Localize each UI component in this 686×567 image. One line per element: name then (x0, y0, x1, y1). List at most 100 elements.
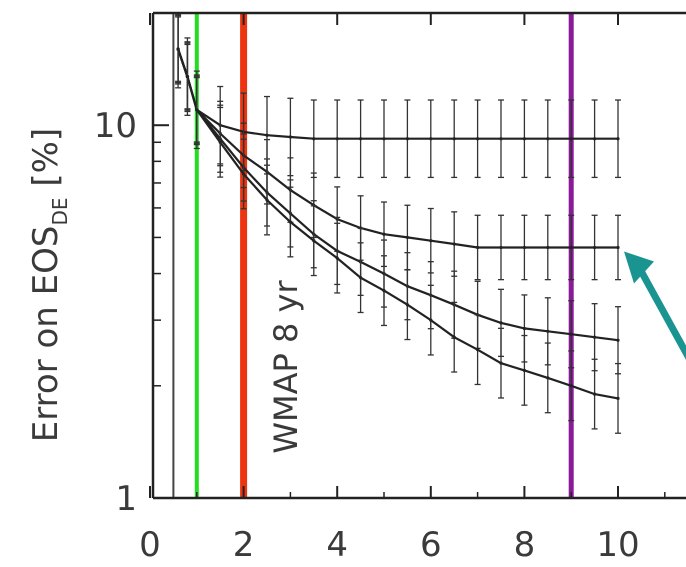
error-bar (427, 99, 434, 179)
y-tick-label: 10 (94, 106, 137, 146)
error-bar (264, 164, 270, 236)
y-axis-label-unit: [%] (26, 128, 66, 198)
data-point (546, 245, 550, 250)
x-tick-label: 8 (514, 525, 536, 565)
error-bar (451, 211, 458, 277)
error-bar (240, 138, 247, 210)
data-point (499, 245, 503, 250)
data-point (569, 137, 573, 141)
x-tick-label: 2 (233, 525, 255, 565)
data-point (405, 235, 409, 240)
data-point (359, 276, 363, 280)
error-bar (451, 99, 458, 179)
error-bar (427, 284, 434, 356)
data-point (288, 220, 292, 224)
axis-labels: 0 2 4 6 8 10 1 10 Error on EOSDE [%] (26, 106, 640, 565)
error-bar (451, 301, 458, 373)
error-bar (498, 99, 504, 179)
data-point (616, 245, 620, 250)
data-point (265, 133, 269, 137)
error-bar (568, 350, 575, 422)
error-bar (498, 214, 504, 281)
data-point (593, 137, 597, 141)
data-point (616, 396, 620, 401)
data-point (335, 137, 339, 141)
data-point (405, 137, 409, 141)
error-bar (334, 222, 341, 294)
error-bar (217, 106, 224, 178)
data-point (499, 137, 503, 141)
data-point (616, 137, 620, 141)
data-point (195, 108, 199, 112)
data-point (452, 242, 456, 246)
data-point (452, 137, 456, 141)
error-bar (357, 99, 364, 179)
annotations: WMAP 8 yr (267, 251, 686, 454)
error-bar (404, 99, 411, 179)
error-bar (193, 74, 200, 146)
error-bar (310, 205, 317, 277)
y-axis-label: Error on EOSDE [%] (26, 128, 72, 442)
data-point (288, 135, 292, 139)
arrow-shaft (634, 261, 686, 360)
error-bar (521, 334, 528, 406)
error-bar (591, 99, 598, 179)
y-axis-label-main: Error on EOS (26, 226, 66, 443)
error-bar (357, 242, 364, 314)
error-bar (381, 255, 387, 327)
error-bar (474, 99, 481, 179)
data-point (499, 361, 503, 365)
data-point (359, 137, 363, 141)
data-point (382, 232, 386, 236)
data-point (569, 332, 573, 336)
error-bar (521, 99, 528, 179)
y-axis-label-sub: DE (48, 197, 72, 225)
data-point (522, 326, 527, 331)
x-tick-label: 4 (326, 525, 348, 565)
data-point (593, 392, 597, 396)
error-bar (615, 214, 621, 281)
data-point (382, 289, 386, 293)
data-point (476, 245, 480, 250)
plot-area (172, 13, 621, 498)
error-bar (544, 342, 551, 414)
data-point (569, 245, 573, 250)
error-bar (474, 314, 481, 386)
error-bar (568, 99, 575, 179)
data-point (546, 376, 550, 380)
data-point (335, 256, 339, 260)
data-point (382, 137, 386, 141)
y-tick-label: 1 (115, 479, 137, 519)
data-point (452, 335, 456, 339)
data-point (546, 329, 550, 333)
data-point (242, 172, 246, 176)
x-tick-label: 0 (139, 525, 161, 565)
data-point (429, 137, 433, 141)
data-point (593, 245, 597, 250)
data-point (499, 321, 503, 325)
arrow-head (624, 251, 654, 284)
data-point (265, 198, 269, 202)
error-bar (521, 214, 528, 281)
error-bar (591, 358, 598, 430)
data-point (476, 348, 480, 352)
wmap-annotation: WMAP 8 yr (267, 280, 305, 454)
error-bar (498, 327, 504, 399)
data-point (616, 338, 620, 342)
data-point (522, 245, 527, 250)
axis-ticks (149, 12, 666, 499)
data-point (176, 47, 180, 51)
error-bar (381, 99, 387, 179)
data-point (312, 239, 316, 243)
plot-frame (151, 11, 686, 500)
error-bar (404, 269, 411, 341)
data-point (522, 368, 527, 372)
error-bar (591, 214, 598, 281)
data-point (429, 318, 433, 322)
error-bar (334, 99, 341, 179)
error-bar (615, 99, 621, 179)
x-tick-label: 10 (596, 525, 639, 565)
data-point (476, 137, 480, 141)
error-bar (544, 214, 551, 281)
